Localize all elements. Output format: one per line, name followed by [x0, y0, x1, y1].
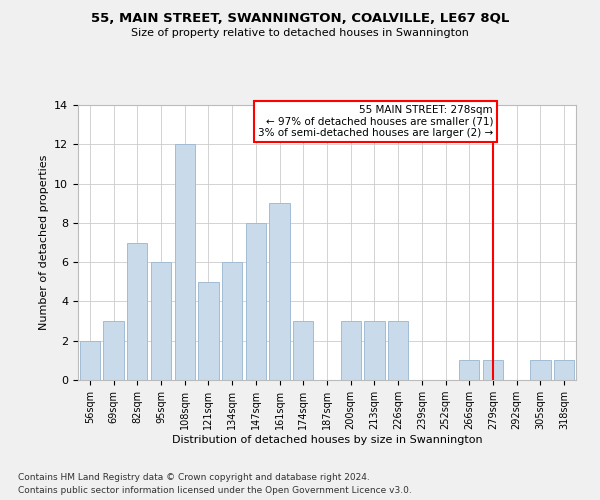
- Text: Contains public sector information licensed under the Open Government Licence v3: Contains public sector information licen…: [18, 486, 412, 495]
- Bar: [554, 360, 574, 380]
- Bar: [246, 223, 266, 380]
- Bar: [199, 282, 218, 380]
- Bar: [222, 262, 242, 380]
- Bar: [151, 262, 171, 380]
- Bar: [530, 360, 551, 380]
- Bar: [459, 360, 479, 380]
- Bar: [388, 321, 408, 380]
- Y-axis label: Number of detached properties: Number of detached properties: [38, 155, 49, 330]
- Bar: [269, 203, 290, 380]
- Bar: [293, 321, 313, 380]
- Text: Size of property relative to detached houses in Swannington: Size of property relative to detached ho…: [131, 28, 469, 38]
- Bar: [127, 242, 148, 380]
- Bar: [80, 340, 100, 380]
- Bar: [103, 321, 124, 380]
- Text: 55 MAIN STREET: 278sqm
← 97% of detached houses are smaller (71)
3% of semi-deta: 55 MAIN STREET: 278sqm ← 97% of detached…: [258, 105, 493, 138]
- Bar: [175, 144, 195, 380]
- Text: 55, MAIN STREET, SWANNINGTON, COALVILLE, LE67 8QL: 55, MAIN STREET, SWANNINGTON, COALVILLE,…: [91, 12, 509, 26]
- Text: Contains HM Land Registry data © Crown copyright and database right 2024.: Contains HM Land Registry data © Crown c…: [18, 472, 370, 482]
- X-axis label: Distribution of detached houses by size in Swannington: Distribution of detached houses by size …: [172, 435, 482, 445]
- Bar: [341, 321, 361, 380]
- Bar: [364, 321, 385, 380]
- Bar: [483, 360, 503, 380]
